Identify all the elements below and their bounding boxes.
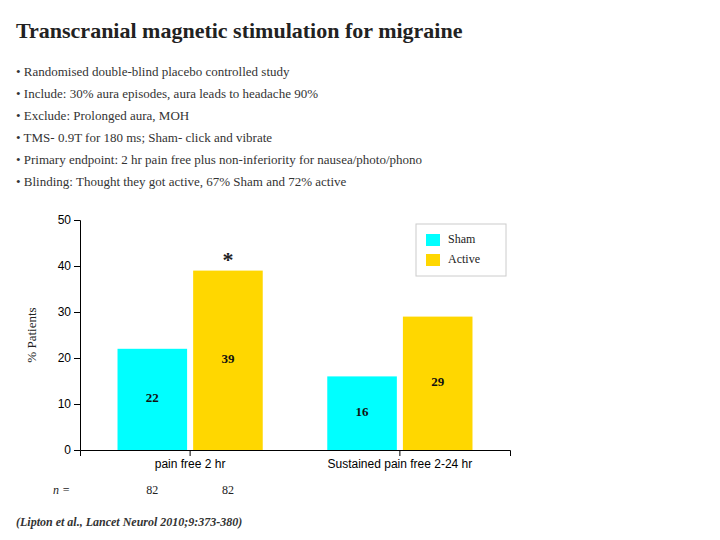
title: Transcranial magnetic stimulation for mi… (16, 18, 463, 43)
sample-size: n = 82 82 (53, 483, 234, 497)
data-label: 39 (221, 351, 235, 366)
x-tick-label: pain free 2 hr (155, 457, 226, 471)
y-axis-line (74, 221, 81, 451)
y-tick-label: 30 (58, 305, 72, 319)
legend-label: Sham (448, 232, 476, 246)
bullet-text: • Randomised double-blind placebo contro… (16, 64, 290, 79)
bar (118, 349, 188, 450)
y-tick: 30 (58, 305, 80, 319)
y-tick-label: 20 (58, 351, 72, 365)
y-tick-mark (74, 450, 80, 451)
sample-size-label: n = (53, 483, 70, 497)
annotation: * (222, 247, 233, 272)
bullet-text: • TMS- 0.9T for 180 ms; Sham- click and … (16, 130, 272, 145)
x-tick-mark (190, 450, 191, 456)
legend-box (416, 224, 506, 276)
annotations: * (222, 247, 233, 272)
y-tick-label: 0 (64, 443, 71, 457)
data-labels: 22 16 39 29 (146, 351, 445, 419)
bullet-text: • Primary endpoint: 2 hr pain free plus … (16, 152, 422, 167)
bars (118, 271, 473, 450)
y-tick: 0 (64, 443, 80, 457)
y-axis: 0 10 20 30 40 50 (58, 213, 81, 457)
y-tick-mark (74, 220, 80, 221)
plot: 22 16 39 29 0 10 20 30 40 50 pain free 2 hr Sustain… (53, 213, 511, 497)
bar (193, 271, 263, 450)
data-label: 29 (431, 374, 445, 389)
y-tick: 50 (58, 213, 80, 227)
bar (403, 317, 473, 450)
x-tick: pain free 2 hr (155, 450, 226, 471)
y-tick-mark (74, 404, 80, 405)
legend-label: Active (448, 252, 480, 266)
legend-swatch (426, 254, 440, 266)
y-tick-label: 40 (58, 259, 72, 273)
bar (327, 376, 397, 450)
x-axis: pain free 2 hr Sustained pain free 2-24 h… (81, 450, 511, 471)
y-tick-mark (74, 312, 80, 313)
bullet-text: • Exclude: Prolonged aura, MOH (16, 108, 189, 123)
legend-item: Sham (426, 232, 476, 246)
bullet-text: • Include: 30% aura episodes, aura leads… (16, 86, 318, 101)
x-tick-label: Sustained pain free 2-24 hr (327, 457, 472, 471)
y-tick: 40 (58, 259, 80, 273)
bullet-list: • Randomised double-blind placebo contro… (16, 64, 422, 189)
x-tick-mark (399, 450, 400, 456)
legend: Sham Active (416, 224, 506, 276)
bullet-text: • Blinding: Thought they got active, 67%… (16, 174, 347, 189)
y-axis-title: % Patients (24, 307, 39, 362)
y-tick-label: 50 (58, 213, 72, 227)
y-tick: 20 (58, 351, 80, 365)
sample-size-value: 82 (146, 483, 158, 497)
x-tick: Sustained pain free 2-24 hr (327, 450, 472, 471)
y-tick-mark (74, 358, 80, 359)
citation: (Lipton et al., Lancet Neurol 2010;9:373… (16, 515, 242, 529)
y-tick-label: 10 (58, 397, 72, 411)
data-label: 16 (356, 404, 370, 419)
y-tick: 10 (58, 397, 80, 411)
chart-root: Transcranial magnetic stimulation for mi… (0, 0, 720, 540)
y-tick-mark (74, 266, 80, 267)
x-axis-line (81, 451, 511, 457)
legend-item: Active (426, 252, 480, 266)
sample-size-value: 82 (222, 483, 234, 497)
data-label: 22 (146, 390, 159, 405)
legend-swatch (426, 234, 440, 246)
